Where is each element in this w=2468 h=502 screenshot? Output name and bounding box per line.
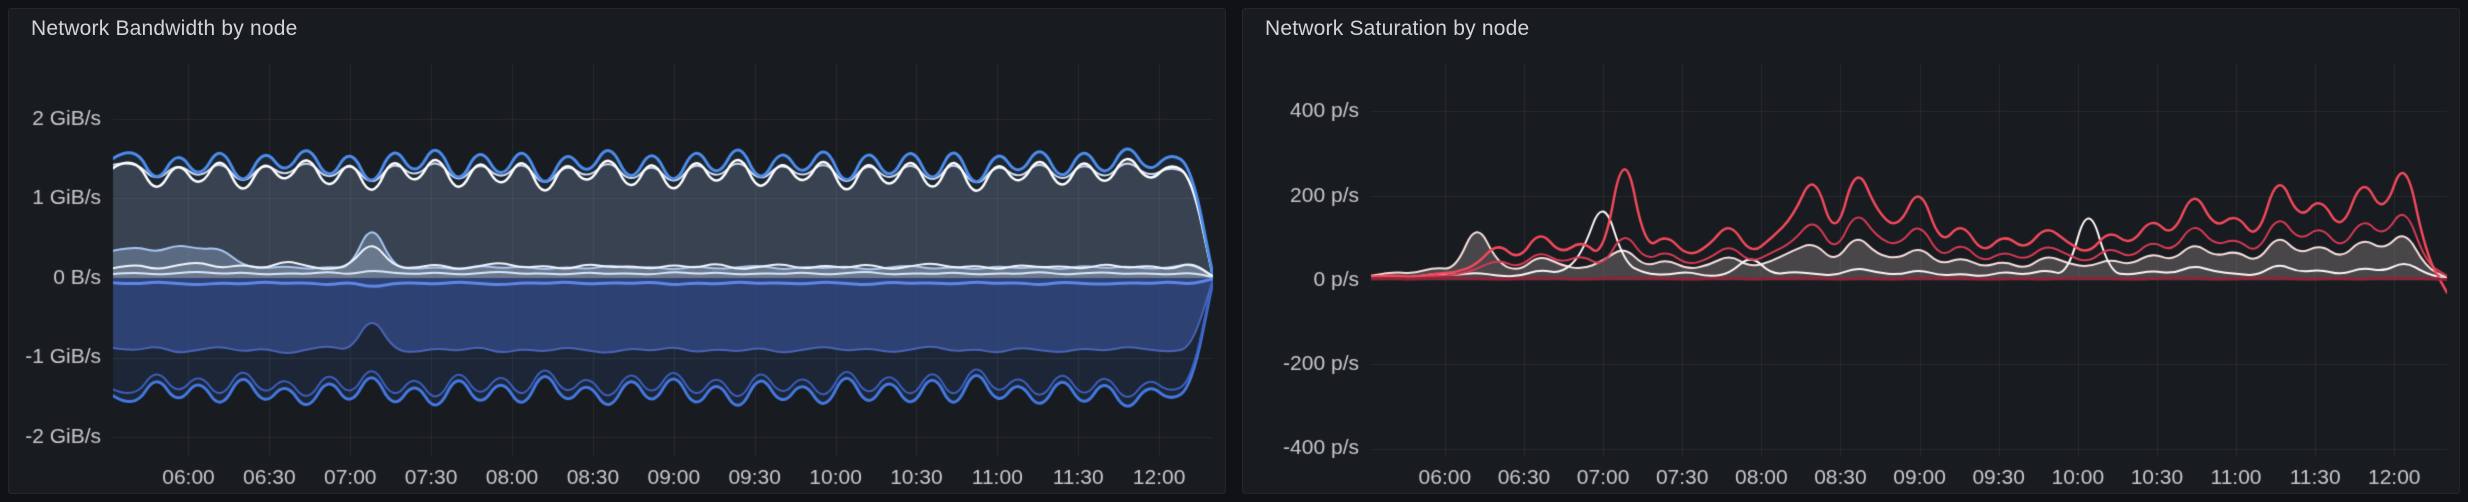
panel-network-saturation-header[interactable]: Network Saturation by node (1243, 9, 2459, 49)
panel-title-bandwidth[interactable]: Network Bandwidth by node (31, 17, 298, 40)
bandwidth-chart-canvas[interactable] (9, 49, 1225, 493)
panel-network-saturation: Network Saturation by node (1242, 8, 2460, 494)
panel-network-bandwidth-header[interactable]: Network Bandwidth by node (9, 9, 1225, 49)
panel-network-bandwidth: Network Bandwidth by node (8, 8, 1226, 494)
saturation-chart-canvas[interactable] (1243, 49, 2459, 493)
panel-title-saturation[interactable]: Network Saturation by node (1265, 17, 1530, 40)
